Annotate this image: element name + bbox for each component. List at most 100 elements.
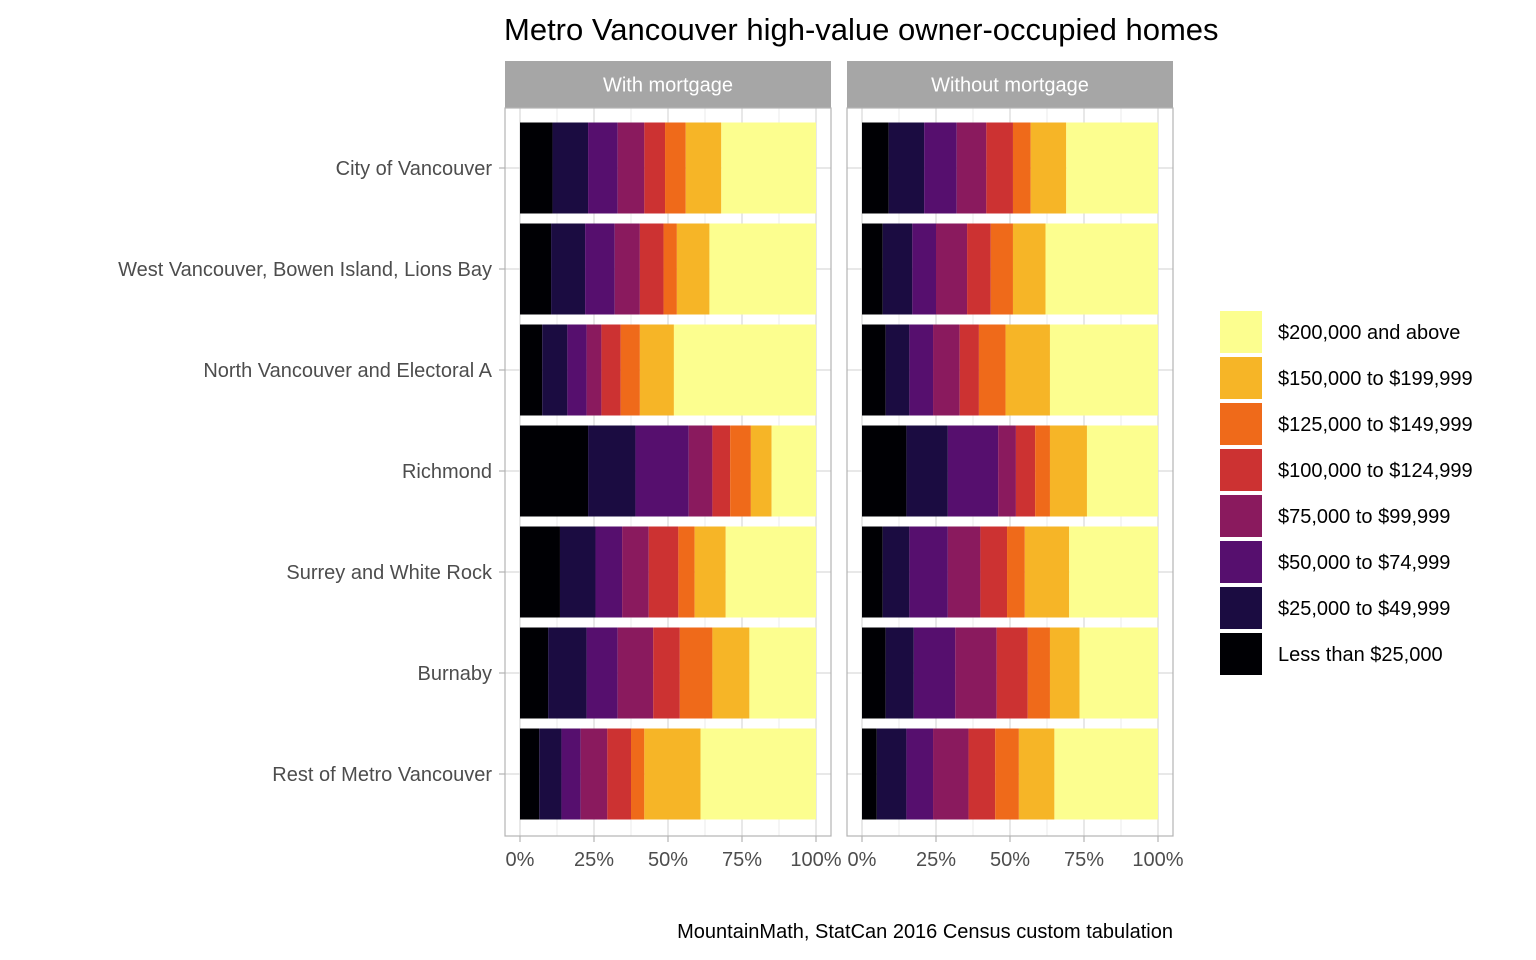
legend-item-125-000-to-149-999: $125,000 to $149,999 xyxy=(1220,403,1473,445)
legend-swatch xyxy=(1220,311,1262,353)
bar-segment-burnaby-less-than-25-000 xyxy=(862,627,886,719)
bar-segment-burnaby-50-000-to-74-999 xyxy=(586,627,618,719)
bar-segment-richmond-75-000-to-99-999 xyxy=(998,425,1016,517)
bar-segment-surrey-and-white-rock-125-000-to-149-999 xyxy=(678,526,695,618)
legend-label: $75,000 to $99,999 xyxy=(1278,506,1450,528)
legend-swatch xyxy=(1220,587,1262,629)
y-tick-label-richmond: Richmond xyxy=(402,461,492,483)
legend-item-150-000-to-199-999: $150,000 to $199,999 xyxy=(1220,357,1473,399)
bar-segment-burnaby-25-000-to-49-999 xyxy=(548,627,587,719)
bar-segment-richmond-50-000-to-74-999 xyxy=(947,425,999,517)
bars xyxy=(520,122,816,820)
bar-segment-burnaby-150-000-to-199-999 xyxy=(1049,627,1080,719)
bar-segment-north-vancouver-and-electoral-a-50-000-to-74-999 xyxy=(567,324,587,416)
bar-segment-burnaby-150-000-to-199-999 xyxy=(712,627,750,719)
bar-segment-surrey-and-white-rock-200-000-and-above xyxy=(725,526,816,618)
panel-strip-label: With mortgage xyxy=(603,75,733,97)
bar-segment-north-vancouver-and-electoral-a-75-000-to-99-999 xyxy=(586,324,602,416)
bar-segment-north-vancouver-and-electoral-a-less-than-25-000 xyxy=(862,324,886,416)
bar-segment-north-vancouver-and-electoral-a-75-000-to-99-999 xyxy=(933,324,960,416)
bar-segment-rest-of-metro-vancouver-150-000-to-199-999 xyxy=(644,728,701,820)
panel-strip xyxy=(505,61,831,108)
bar-segment-burnaby-25-000-to-49-999 xyxy=(885,627,914,719)
bar-segment-surrey-and-white-rock-75-000-to-99-999 xyxy=(622,526,649,618)
bar-segment-rest-of-metro-vancouver-100-000-to-124-999 xyxy=(968,728,996,820)
bar-segment-city-of-vancouver-50-000-to-74-999 xyxy=(588,122,618,214)
bar-segment-surrey-and-white-rock-25-000-to-49-999 xyxy=(559,526,596,618)
bar-segment-richmond-75-000-to-99-999 xyxy=(688,425,713,517)
bar-segment-north-vancouver-and-electoral-a-100-000-to-124-999 xyxy=(959,324,979,416)
bar-segment-rest-of-metro-vancouver-125-000-to-149-999 xyxy=(631,728,645,820)
bar-segment-surrey-and-white-rock-200-000-and-above xyxy=(1069,526,1158,618)
y-tick-label-north-vancouver-and-electoral-a: North Vancouver and Electoral A xyxy=(203,360,492,382)
bar-segment-north-vancouver-and-electoral-a-less-than-25-000 xyxy=(520,324,543,416)
bar-segment-rest-of-metro-vancouver-less-than-25-000 xyxy=(520,728,540,820)
bar-segment-rest-of-metro-vancouver-200-000-and-above xyxy=(1054,728,1158,820)
bar-segment-burnaby-75-000-to-99-999 xyxy=(955,627,997,719)
bar-segment-surrey-and-white-rock-100-000-to-124-999 xyxy=(980,526,1008,618)
bar-segment-burnaby-75-000-to-99-999 xyxy=(617,627,654,719)
bar-segment-west-vancouver-bowen-island-lions-bay-150-000-to-199-999 xyxy=(1012,223,1046,315)
bar-segment-north-vancouver-and-electoral-a-25-000-to-49-999 xyxy=(542,324,568,416)
bar-segment-surrey-and-white-rock-less-than-25-000 xyxy=(520,526,560,618)
bar-segment-surrey-and-white-rock-150-000-to-199-999 xyxy=(694,526,726,618)
bar-segment-burnaby-125-000-to-149-999 xyxy=(1027,627,1050,719)
bar-segment-rest-of-metro-vancouver-50-000-to-74-999 xyxy=(906,728,934,820)
bar-segment-city-of-vancouver-200-000-and-above xyxy=(721,122,816,214)
panel-with-mortgage: With mortgage 0% 25% 50% 75% 100% xyxy=(504,61,842,871)
bar-segment-richmond-100-000-to-124-999 xyxy=(712,425,731,517)
bar-segment-surrey-and-white-rock-50-000-to-74-999 xyxy=(909,526,948,618)
legend-item-100-000-to-124-999: $100,000 to $124,999 xyxy=(1220,449,1473,491)
x-tick-label: 100% xyxy=(1132,849,1183,871)
x-tick-label: 25% xyxy=(916,849,956,871)
legend-swatch xyxy=(1220,541,1262,583)
bar-segment-city-of-vancouver-100-000-to-124-999 xyxy=(644,122,666,214)
bar-segment-city-of-vancouver-less-than-25-000 xyxy=(862,122,889,214)
y-tick-label-city-of-vancouver: City of Vancouver xyxy=(336,158,493,180)
bar-segment-rest-of-metro-vancouver-25-000-to-49-999 xyxy=(539,728,562,820)
bar-segment-west-vancouver-bowen-island-lions-bay-100-000-to-124-999 xyxy=(639,223,664,315)
bar-segment-rest-of-metro-vancouver-75-000-to-99-999 xyxy=(933,728,969,820)
bar-segment-richmond-less-than-25-000 xyxy=(520,425,589,517)
x-tick-label: 75% xyxy=(722,849,762,871)
legend-swatch xyxy=(1220,357,1262,399)
legend-swatch xyxy=(1220,633,1262,675)
bar-segment-burnaby-100-000-to-124-999 xyxy=(653,627,680,719)
panel-without-mortgage: Without mortgage 0% 25% 50% 75% 100% xyxy=(846,61,1184,871)
legend-label: $100,000 to $124,999 xyxy=(1278,460,1473,482)
x-tick-label: 0% xyxy=(848,849,877,871)
bar-segment-city-of-vancouver-25-000-to-49-999 xyxy=(552,122,589,214)
bar-segment-west-vancouver-bowen-island-lions-bay-75-000-to-99-999 xyxy=(614,223,640,315)
legend-swatch xyxy=(1220,495,1262,537)
bar-segment-burnaby-200-000-and-above xyxy=(749,627,816,719)
bar-segment-west-vancouver-bowen-island-lions-bay-less-than-25-000 xyxy=(520,223,552,315)
bar-segment-city-of-vancouver-75-000-to-99-999 xyxy=(617,122,645,214)
bar-segment-north-vancouver-and-electoral-a-100-000-to-124-999 xyxy=(601,324,621,416)
bar-segment-west-vancouver-bowen-island-lions-bay-25-000-to-49-999 xyxy=(551,223,586,315)
bar-segment-rest-of-metro-vancouver-50-000-to-74-999 xyxy=(561,728,581,820)
legend-item-25-000-to-49-999: $25,000 to $49,999 xyxy=(1220,587,1450,629)
bar-segment-west-vancouver-bowen-island-lions-bay-50-000-to-74-999 xyxy=(585,223,615,315)
legend-label: $200,000 and above xyxy=(1278,322,1460,344)
bar-segment-richmond-200-000-and-above xyxy=(1086,425,1158,517)
chart-title: Metro Vancouver high-value owner-occupie… xyxy=(504,12,1219,47)
bar-segment-west-vancouver-bowen-island-lions-bay-200-000-and-above xyxy=(709,223,816,315)
bar-segment-west-vancouver-bowen-island-lions-bay-25-000-to-49-999 xyxy=(882,223,913,315)
bar-segment-west-vancouver-bowen-island-lions-bay-75-000-to-99-999 xyxy=(936,223,968,315)
y-tick-label-surrey-and-white-rock: Surrey and White Rock xyxy=(286,562,493,584)
bar-segment-richmond-25-000-to-49-999 xyxy=(906,425,948,517)
x-tick-label: 25% xyxy=(574,849,614,871)
legend-item-75-000-to-99-999: $75,000 to $99,999 xyxy=(1220,495,1450,537)
bar-segment-north-vancouver-and-electoral-a-150-000-to-199-999 xyxy=(639,324,674,416)
bar-segment-rest-of-metro-vancouver-100-000-to-124-999 xyxy=(607,728,631,820)
y-axis: City of Vancouver West Vancouver, Bowen I… xyxy=(118,158,505,786)
bar-segment-city-of-vancouver-75-000-to-99-999 xyxy=(956,122,987,214)
legend-swatch xyxy=(1220,403,1262,445)
x-axis: 0% 25% 50% 75% 100% xyxy=(848,836,1184,871)
bar-segment-burnaby-less-than-25-000 xyxy=(520,627,549,719)
legend-label: Less than $25,000 xyxy=(1278,644,1443,666)
x-tick-label: 0% xyxy=(506,849,535,871)
bar-segment-city-of-vancouver-150-000-to-199-999 xyxy=(685,122,722,214)
bar-segment-richmond-less-than-25-000 xyxy=(862,425,907,517)
